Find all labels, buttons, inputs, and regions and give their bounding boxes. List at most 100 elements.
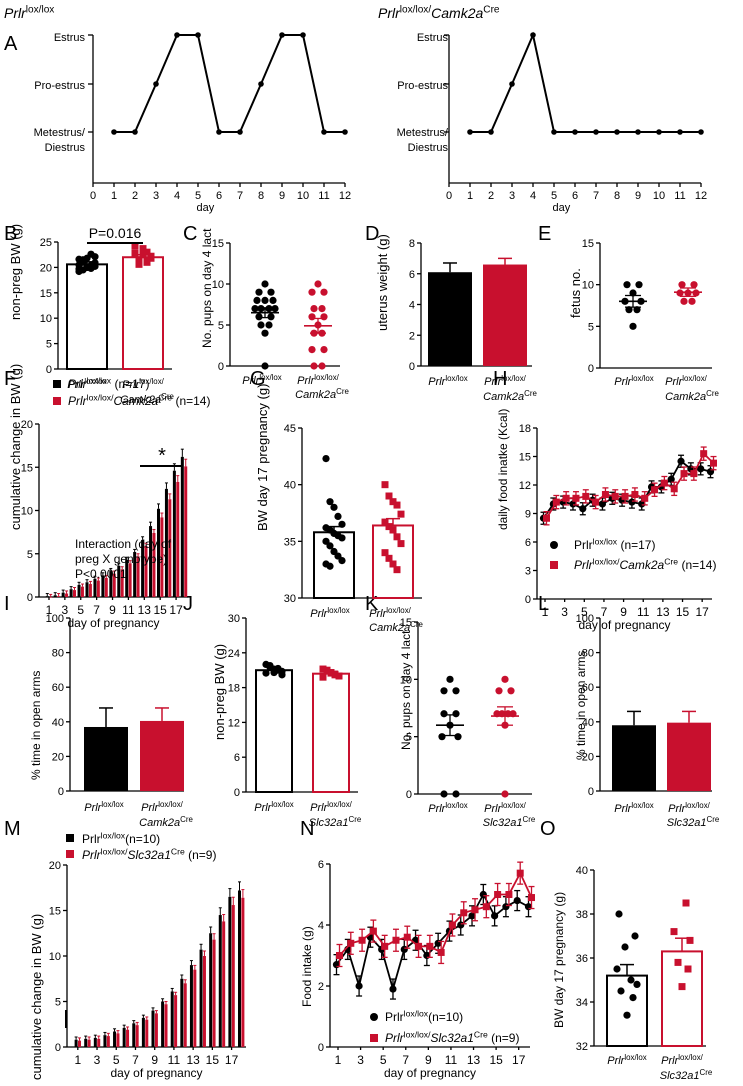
panel-m-xtick-label: 11 <box>168 1053 181 1067</box>
panel-o-ytick-label: 40 <box>576 865 588 877</box>
panel-c-point <box>265 321 273 329</box>
panel-h-ytick-label: 18 <box>519 423 531 435</box>
text-part: Prlr <box>428 803 446 815</box>
panel-m-bar <box>193 969 197 1047</box>
panel-o-point <box>621 943 629 951</box>
panel-k-point <box>438 733 446 741</box>
panel-m-bar <box>74 1039 78 1047</box>
panel-c-point <box>251 305 259 313</box>
panel-o-point <box>615 910 623 918</box>
panel-h-ytick-label: 0 <box>525 594 531 606</box>
legend-sq-red <box>550 561 558 569</box>
panel-label-l: L <box>538 593 549 615</box>
cycle-xtick-label: 0 <box>90 190 96 202</box>
text-part: Camk2a <box>295 389 336 401</box>
panel-j-ytick-label: 18 <box>228 683 240 695</box>
text-part: Prlr <box>378 5 401 21</box>
panel-d-ytick-label: 2 <box>409 330 415 342</box>
ylabel-pro-estrus: Pro-estrus <box>34 80 85 92</box>
panel-c-point <box>257 321 265 329</box>
panel-b-ylabel: non-preg BW (g) <box>8 224 23 320</box>
panel-j-point <box>331 671 339 679</box>
panel-m-xlabel: day of pregnancy <box>110 1066 202 1080</box>
panel-b-point <box>83 263 91 271</box>
panel-f-bar <box>88 584 92 597</box>
panel-m-xtick-label: 9 <box>151 1053 158 1067</box>
text-part: Prlr <box>82 832 101 846</box>
panel-f-bar <box>77 584 81 597</box>
panel-e-ytick-label: 0 <box>588 363 594 375</box>
panel-k-point <box>495 687 503 695</box>
panel-h-point <box>680 470 688 478</box>
panel-e-cat2: Prlrlox/lox/ <box>665 374 708 388</box>
text-part: Prlr <box>614 376 632 388</box>
cycle-xtick-label: 4 <box>530 190 536 202</box>
panel-c-point <box>267 313 275 321</box>
cycle-xtick-label: 12 <box>695 190 707 202</box>
panel-f-bar <box>164 488 168 597</box>
ylabel-metestrus: Metestrus/ <box>34 127 86 139</box>
panel-g-point <box>322 455 330 463</box>
panel-e-cat1: Prlrlox/lox <box>614 374 654 388</box>
panel-h-point <box>628 498 636 506</box>
panel-m-xtick-label: 7 <box>132 1053 139 1067</box>
panel-f-xtick-label: 13 <box>138 603 152 617</box>
panel-n-point <box>505 891 513 898</box>
text-part: lox/lox <box>445 801 467 810</box>
panel-o-cat2b: Slc32a1Cre <box>660 1068 713 1082</box>
panel-b-ytick-label: 5 <box>46 339 52 351</box>
panel-e-point <box>680 297 688 305</box>
text-part: Cre <box>336 387 349 396</box>
text-part: Prlr <box>297 375 315 387</box>
text-part: Prlr <box>385 1031 405 1045</box>
panel-h-xlabel: day of pregnancy <box>578 618 670 632</box>
panel-j-ytick-label: 0 <box>234 787 240 799</box>
text-part: % time in open arms <box>29 671 43 780</box>
panel-f-bar <box>112 573 116 597</box>
cycle-xtick-label: 7 <box>237 190 243 202</box>
cycle-point <box>237 129 243 135</box>
panel-m-ytick-label: 20 <box>49 860 61 872</box>
panel-b-point <box>75 265 83 273</box>
panel-j-point <box>274 664 282 673</box>
panel-m-xtick-label: 15 <box>206 1053 220 1067</box>
panel-b-point <box>143 257 151 265</box>
text-part: Cre <box>483 5 500 16</box>
panel-n-point <box>437 948 445 956</box>
text-part: fetus no. <box>568 268 583 318</box>
panel-h-point <box>651 486 659 494</box>
cycle-point <box>656 129 662 135</box>
panel-n-xtick-label: 9 <box>425 1053 432 1067</box>
text-part: Prlr <box>661 1055 679 1067</box>
panel-c-ytick-label: 5 <box>218 320 224 332</box>
panel-m-bar <box>212 939 216 1047</box>
panel-g-point <box>385 523 393 531</box>
panel-n-point <box>355 982 363 990</box>
text-part: Prlr <box>310 802 328 814</box>
panel-f-bar <box>128 563 132 597</box>
panel-f-annotation-2: preg X genotype) <box>75 552 167 566</box>
panel-m-legend-1: Prlrlox/lox(n=10) <box>82 830 160 846</box>
panel-n-ytick-label: 0 <box>318 1042 324 1054</box>
text-part: lox/lox/ <box>158 800 183 809</box>
panel-c-point <box>318 305 326 313</box>
panel-k-point <box>440 790 448 798</box>
panel-f-bar <box>133 552 137 597</box>
panel-c-point <box>267 288 275 296</box>
text-part: lox/lox/ <box>501 374 526 383</box>
panel-h-point <box>543 514 550 522</box>
panel-j-cat2b: Slc32a1Cre <box>309 815 362 829</box>
text-part: Prlr <box>574 558 594 572</box>
panel-m-bar <box>154 1013 158 1047</box>
panel-g-point <box>338 557 346 565</box>
panel-m-bar <box>97 1038 101 1047</box>
panel-b-point <box>135 256 143 264</box>
panel-f-bar <box>109 571 113 597</box>
panel-c-point <box>310 362 318 370</box>
ylabel-pro-estrus-2: Pro-estrus <box>397 80 448 92</box>
panel-n-xtick-label: 11 <box>445 1053 458 1067</box>
panel-j-bar-0 <box>255 669 293 794</box>
panel-c-point <box>253 296 261 304</box>
panel-c-point <box>320 346 328 354</box>
text-part: Prlr <box>68 394 88 408</box>
